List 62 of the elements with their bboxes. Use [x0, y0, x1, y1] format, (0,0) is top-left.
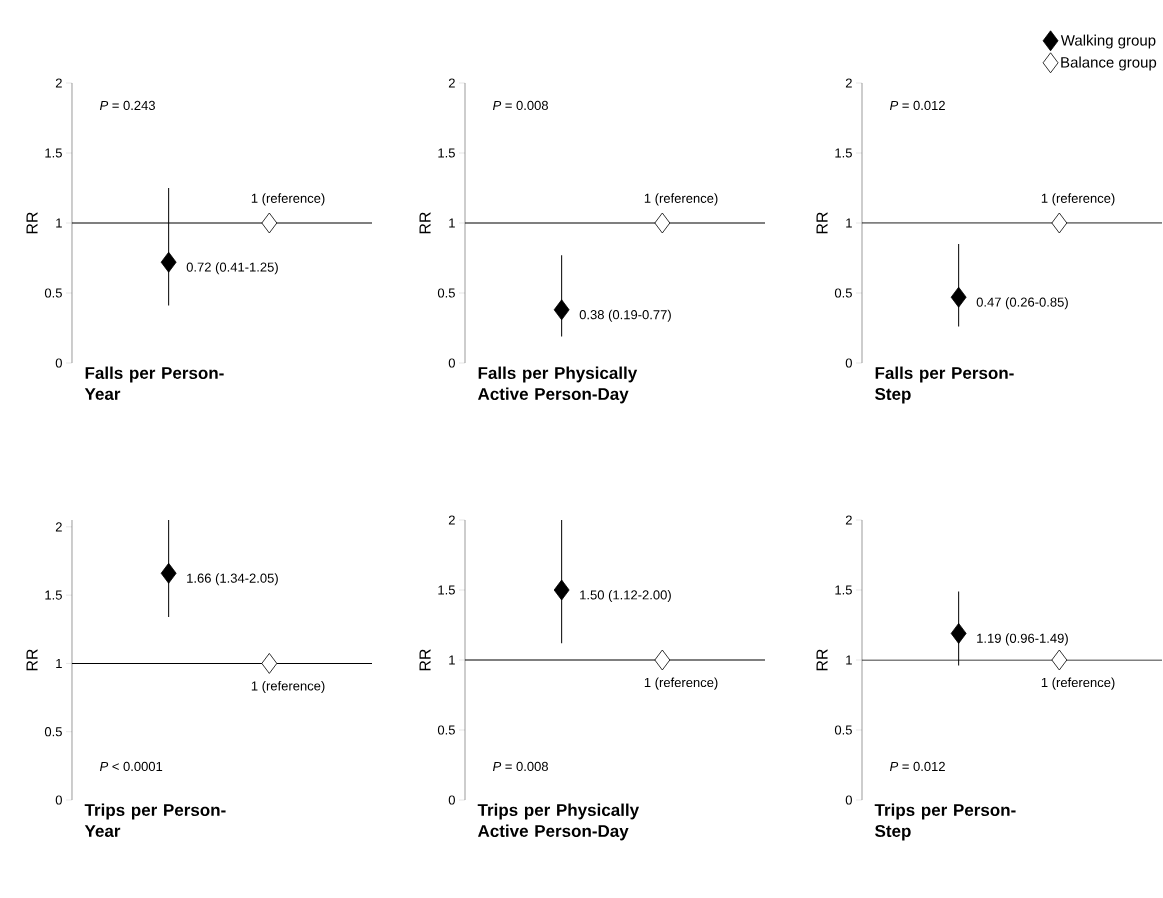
y-tick-label: 2 [55, 78, 62, 88]
y-tick-label: 1 [56, 658, 62, 668]
x-axis-title: Falls per Person-Year [84, 366, 224, 401]
y-tick-label: 0 [845, 795, 852, 805]
annotation: P = 0.008 [492, 761, 548, 772]
y-tick-label: 2 [448, 515, 455, 525]
x-axis-title: Trips per Physically Active Person-Day [477, 803, 640, 841]
x-axis-title: Trips per Person-Year [84, 803, 226, 838]
annotation: P < 0.0001 [99, 761, 163, 772]
data-label: 0.72 (0.41-1.25) [186, 262, 278, 275]
y-tick-label: 1.5 [438, 148, 455, 158]
y-tick-label: 1 [846, 218, 852, 228]
y-tick-label: 0.5 [437, 288, 455, 298]
y-axis-title: RR [419, 649, 431, 671]
y-axis-title: RR [26, 649, 38, 671]
data-label: 0.47 (0.26-0.85) [976, 297, 1068, 310]
y-tick-label: 0 [448, 795, 455, 805]
x-axis-title: Falls per Physically Active Person-Day [477, 366, 638, 404]
annotation: P = 0.012 [889, 100, 945, 111]
data-label: 1 (reference) [1041, 677, 1115, 690]
y-tick-label: 1.5 [835, 585, 852, 595]
legend-label: Balance group [1061, 56, 1157, 71]
data-label: 1 (reference) [644, 677, 718, 690]
annotation: P = 0.008 [492, 100, 548, 111]
data-label: 0.38 (0.19-0.77) [579, 309, 671, 322]
annotation: P = 0.012 [889, 761, 945, 772]
y-tick-label: 0.5 [834, 725, 852, 735]
data-label: 1 (reference) [1041, 193, 1115, 206]
legend-label: Walking group [1060, 34, 1156, 49]
y-tick-label: 2 [448, 78, 455, 88]
y-tick-label: 1 [449, 655, 455, 665]
y-axis-title: RR [816, 649, 828, 671]
y-axis-title: RR [419, 212, 431, 234]
y-tick-label: 0.5 [44, 727, 62, 737]
y-tick-label: 1 [56, 218, 62, 228]
data-label: 1 (reference) [251, 680, 325, 694]
y-tick-label: 1 [449, 218, 455, 228]
y-tick-label: 0.5 [437, 725, 455, 735]
x-axis-title: Trips per Person-Step [874, 803, 1016, 841]
y-tick-label: 1.5 [438, 585, 455, 595]
y-tick-label: 1.5 [835, 148, 852, 158]
data-label: 1 (reference) [251, 193, 325, 206]
data-label: 1.50 (1.12-2.00) [580, 589, 671, 603]
y-tick-label: 2 [55, 522, 62, 532]
y-tick-label: 0 [845, 358, 852, 368]
y-tick-label: 1.5 [45, 148, 62, 158]
annotation: P = 0.243 [99, 100, 155, 111]
y-tick-label: 0 [55, 795, 62, 805]
y-tick-label: 1.5 [45, 590, 62, 600]
y-tick-label: 1 [846, 655, 852, 665]
y-tick-label: 2 [845, 515, 852, 525]
y-axis-title: RR [816, 212, 828, 234]
y-axis-title: RR [26, 212, 38, 234]
x-axis-title: Falls per Person-Step [875, 366, 1014, 404]
y-tick-label: 0.5 [834, 288, 852, 298]
y-tick-label: 0 [55, 358, 62, 368]
y-tick-label: 2 [845, 78, 852, 88]
data-label: 1.66 (1.34-2.05) [187, 573, 278, 586]
y-tick-label: 0 [448, 358, 455, 368]
data-label: 1 (reference) [644, 193, 718, 206]
y-tick-label: 0.5 [44, 288, 62, 298]
data-label: 1.19 (0.96-1.49) [977, 633, 1068, 646]
